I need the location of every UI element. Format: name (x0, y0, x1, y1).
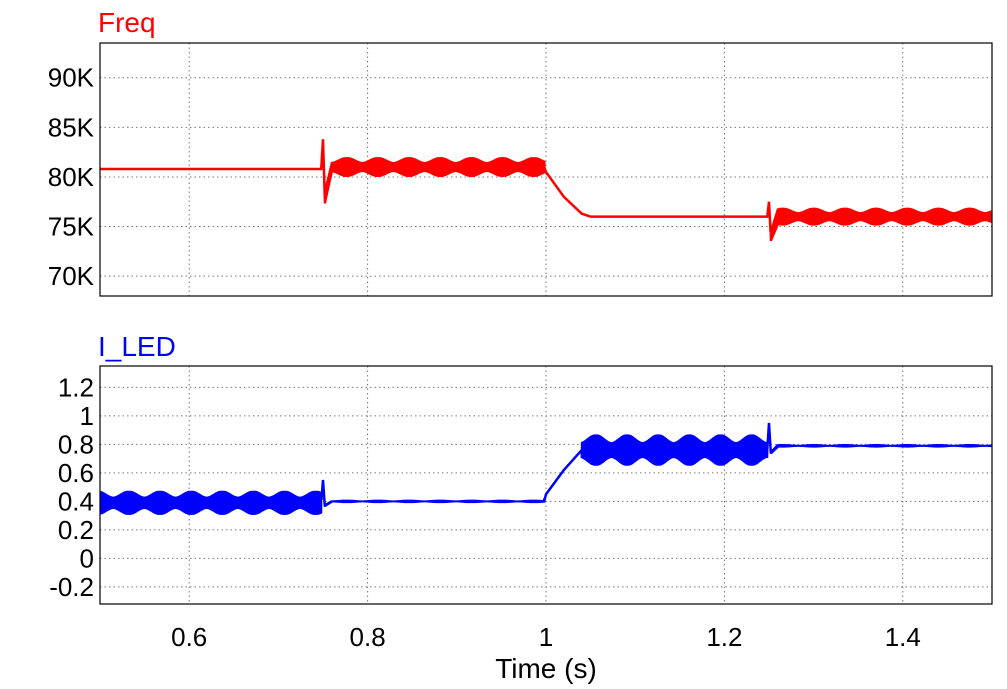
x-tick-label: 1.2 (706, 622, 742, 652)
y-tick-label: 80K (48, 162, 95, 192)
freq-plot-frame (99, 42, 993, 297)
y-tick-label: 1.2 (58, 372, 94, 402)
y-tick-label: 0.8 (58, 429, 94, 459)
iled-grid (100, 366, 992, 604)
x-tick-label: 1 (539, 622, 553, 652)
y-tick-label: 90K (48, 63, 95, 93)
y-tick-label: 85K (48, 112, 95, 142)
iled-series-line (100, 422, 992, 515)
iled-title: I_LED (98, 331, 176, 362)
freq-title: Freq (98, 7, 156, 38)
x-tick-label: 1.4 (885, 622, 921, 652)
y-tick-label: 0 (80, 543, 94, 573)
freq-y-ticks: 70K 75K 80K 85K 90K (48, 63, 95, 291)
y-tick-label: -0.2 (49, 572, 94, 602)
freq-series-line (100, 139, 992, 241)
iled-plot-frame (99, 365, 993, 605)
iled-y-ticks: -0.200.20.40.60.811.2 (49, 372, 94, 602)
y-tick-label: 0.4 (58, 486, 94, 516)
x-axis-label: Time (s) (495, 653, 597, 684)
y-tick-label: 75K (48, 212, 95, 242)
y-tick-label: 70K (48, 261, 95, 291)
y-tick-label: 0.2 (58, 515, 94, 545)
x-tick-label: 0.8 (350, 622, 386, 652)
panel-iled: I_LED -0.200.20.40.60.811.2 0.6 0.8 1 1.2 1.… (49, 331, 993, 684)
y-tick-label: 1 (80, 401, 94, 431)
x-tick-label: 0.6 (171, 622, 207, 652)
y-tick-label: 0.6 (58, 458, 94, 488)
panel-freq: Freq 70K 75K 80K 85K 90K (48, 7, 993, 297)
x-ticks: 0.6 0.8 1 1.2 1.4 (171, 622, 921, 652)
